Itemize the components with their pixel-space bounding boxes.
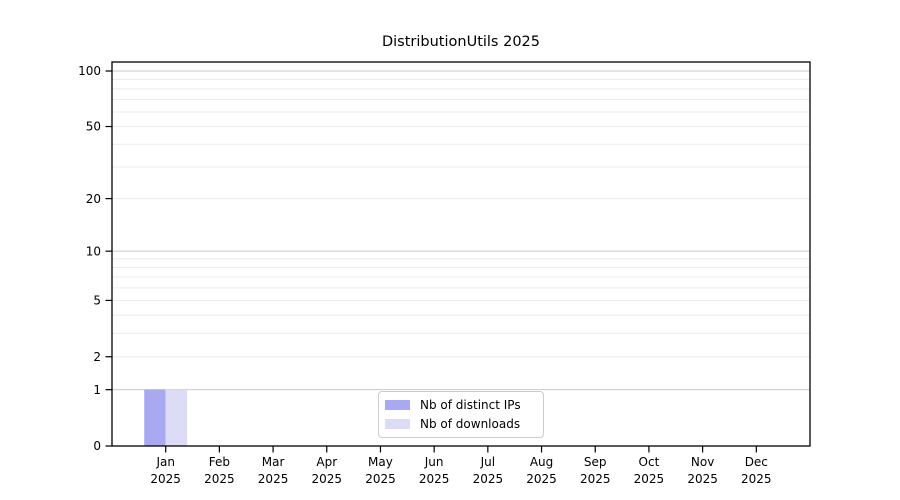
x-tick-label-month: Feb [209,455,230,469]
y-tick-label: 1 [93,383,101,397]
x-tick-label-month: May [368,455,393,469]
x-tick-label-year: 2025 [634,472,665,486]
legend: Nb of distinct IPs Nb of downloads [378,391,544,438]
legend-label-downloads: Nb of downloads [420,417,521,431]
x-tick-label-month: Jun [424,455,444,469]
legend-item-distinct-ips: Nb of distinct IPs [385,398,535,412]
x-tick-label-year: 2025 [580,472,611,486]
plot-frame [111,61,811,447]
x-tick-label-year: 2025 [473,472,504,486]
chart-title: DistributionUtils 2025 [381,34,540,50]
y-tick-label: 5 [93,294,101,308]
x-tick-label-month: Dec [745,455,768,469]
x-tick-label-month: Oct [639,455,660,469]
x-tick-label-month: Sep [584,455,607,469]
x-tick-label-month: Nov [691,455,714,469]
x-tick-label-year: 2025 [204,472,235,486]
x-tick-label-year: 2025 [150,472,181,486]
y-tick-label: 100 [78,64,101,78]
y-tick-label: 20 [86,192,101,206]
x-tick-label-month: Jul [480,455,495,469]
y-tick-label: 2 [93,350,101,364]
legend-swatch-distinct-ips [385,400,410,410]
x-tick-label-year: 2025 [741,472,772,486]
x-tick-label-year: 2025 [419,472,450,486]
x-tick-label-year: 2025 [365,472,396,486]
x-tick-label-month: Aug [530,455,553,469]
y-tick-label: 0 [93,439,101,453]
x-tick-label-month: Jan [155,455,175,469]
x-tick-label-year: 2025 [258,472,289,486]
bar [165,389,188,446]
x-tick-label-year: 2025 [526,472,557,486]
x-tick-label-month: Apr [316,455,337,469]
x-tick-label-year: 2025 [687,472,718,486]
y-tick-label: 50 [86,120,101,134]
y-tick-label: 10 [86,244,101,258]
bar [144,389,166,446]
legend-label-distinct-ips: Nb of distinct IPs [420,398,521,412]
legend-item-downloads: Nb of downloads [385,417,535,431]
x-tick-label-year: 2025 [311,472,342,486]
x-tick-label-month: Mar [262,455,285,469]
legend-swatch-downloads [385,419,410,429]
